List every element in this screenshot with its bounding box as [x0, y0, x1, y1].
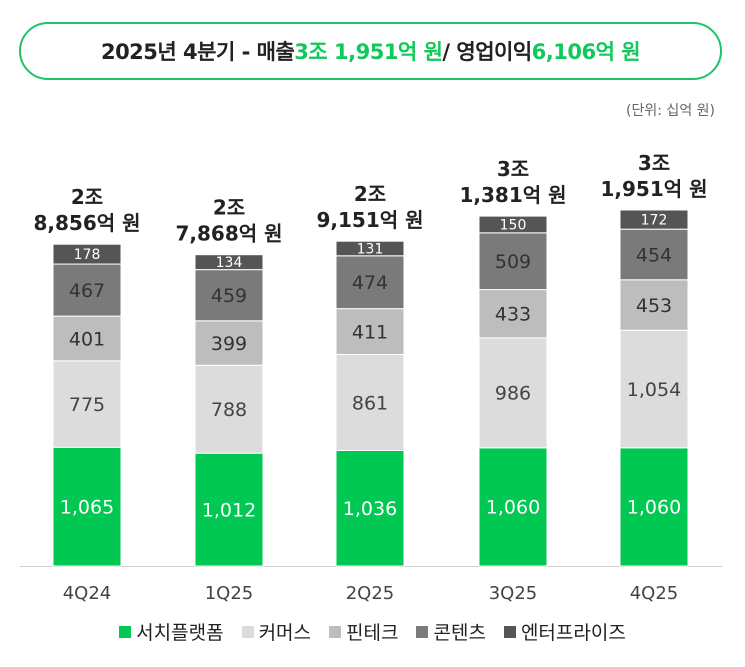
- banner-revenue: 3조 1,951억 원: [294, 40, 443, 64]
- bar-segment: [335, 449, 405, 567]
- data-label: 178: [74, 247, 101, 263]
- data-label: 788: [211, 399, 247, 421]
- summary-banner: 2025년 4분기 - 매출 3조 1,951억 원 / 영업이익 6,106억…: [19, 22, 722, 80]
- legend-item: 서치플랫폼: [119, 618, 224, 645]
- data-label: 1,060: [627, 497, 681, 519]
- bar-segment: [52, 360, 122, 448]
- data-label: 433: [495, 304, 531, 326]
- total-label: 1,381억 원: [459, 183, 566, 207]
- bar-segment: [478, 215, 548, 234]
- bar-segment: [335, 308, 405, 355]
- bar-segment: [52, 263, 122, 317]
- data-label: 1,036: [343, 498, 397, 520]
- bar-segment: [194, 452, 264, 567]
- data-label: 1,012: [202, 499, 256, 521]
- bar-segment: [194, 320, 264, 366]
- x-tick-label: 2Q25: [346, 583, 395, 604]
- x-tick-label: 3Q25: [489, 583, 538, 604]
- bar-segment: [335, 353, 405, 451]
- bar-segment: [194, 269, 264, 322]
- data-label: 467: [69, 280, 105, 302]
- x-tick-label: 1Q25: [205, 583, 254, 604]
- bar-segment: [619, 279, 689, 331]
- data-label: 1,054: [627, 379, 681, 401]
- bar-segment: [478, 337, 548, 449]
- bar-segment: [478, 447, 548, 567]
- data-label: 399: [211, 333, 247, 355]
- legend-swatch: [329, 625, 342, 638]
- legend-item: 커머스: [241, 618, 312, 645]
- total-label: 2조: [213, 196, 245, 220]
- bar-segment: [619, 329, 689, 449]
- legend-item: 핀테크: [329, 618, 398, 645]
- x-tick-label: 4Q24: [63, 583, 112, 604]
- banner-prefix: 2025년 4분기 - 매출: [100, 40, 295, 64]
- banner-operating-profit: 6,106억 원: [531, 40, 641, 64]
- bar-segment: [194, 364, 264, 454]
- legend-item: 콘텐츠: [416, 618, 486, 645]
- data-label: 861: [352, 392, 388, 414]
- data-label: 459: [211, 285, 247, 307]
- data-label: 775: [69, 394, 105, 416]
- bar-segment: [619, 209, 689, 230]
- legend-swatch: [241, 625, 254, 638]
- chart-legend: 서치플랫폼 커머스 핀테크 콘텐츠 엔터프라이즈: [0, 618, 745, 645]
- total-label: 1,951억 원: [600, 177, 707, 201]
- bar-segment: [194, 254, 264, 271]
- total-label: 7,868억 원: [175, 222, 282, 246]
- legend-swatch: [119, 625, 132, 638]
- legend-item: 엔터프라이즈: [503, 618, 626, 645]
- data-label: 1,060: [486, 497, 540, 519]
- data-label: 454: [636, 244, 672, 266]
- bar-segment: [52, 446, 122, 567]
- data-label: 509: [495, 251, 531, 273]
- bar-segment: [52, 243, 122, 265]
- data-label: 411: [352, 321, 388, 343]
- legend-swatch: [416, 625, 429, 638]
- bar-segment: [335, 240, 405, 257]
- legend-label: 핀테크: [346, 622, 399, 644]
- total-label: 2조: [354, 182, 386, 206]
- total-label: 2조: [71, 185, 103, 209]
- bar-segment: [52, 315, 122, 362]
- bar-segment: [619, 228, 689, 281]
- total-label: 3조: [497, 157, 529, 181]
- legend-label: 커머스: [258, 622, 312, 644]
- bar-segment: [478, 289, 548, 339]
- x-tick-label: 4Q25: [630, 583, 679, 604]
- data-label: 453: [636, 295, 672, 317]
- legend-label: 엔터프라이즈: [520, 622, 626, 644]
- bar-segment: [478, 232, 548, 291]
- data-label: 150: [500, 218, 527, 234]
- data-label: 134: [216, 255, 243, 271]
- bar-segment: [335, 255, 405, 310]
- total-label: 9,151억 원: [316, 208, 423, 232]
- unit-label: (단위: 십억 원): [626, 103, 715, 119]
- data-label: 131: [357, 242, 384, 258]
- legend-swatch: [503, 625, 516, 638]
- data-label: 1,065: [60, 496, 114, 518]
- data-label: 401: [69, 328, 105, 350]
- data-label: 986: [495, 383, 531, 405]
- total-label: 8,856억 원: [33, 211, 140, 235]
- data-label: 172: [641, 213, 668, 229]
- data-label: 474: [352, 272, 388, 294]
- legend-label: 콘텐츠: [433, 622, 486, 644]
- total-label: 3조: [638, 151, 670, 175]
- bar-segment: [619, 447, 689, 567]
- banner-middle: / 영업이익: [442, 40, 532, 64]
- legend-label: 서치플랫폼: [136, 622, 224, 644]
